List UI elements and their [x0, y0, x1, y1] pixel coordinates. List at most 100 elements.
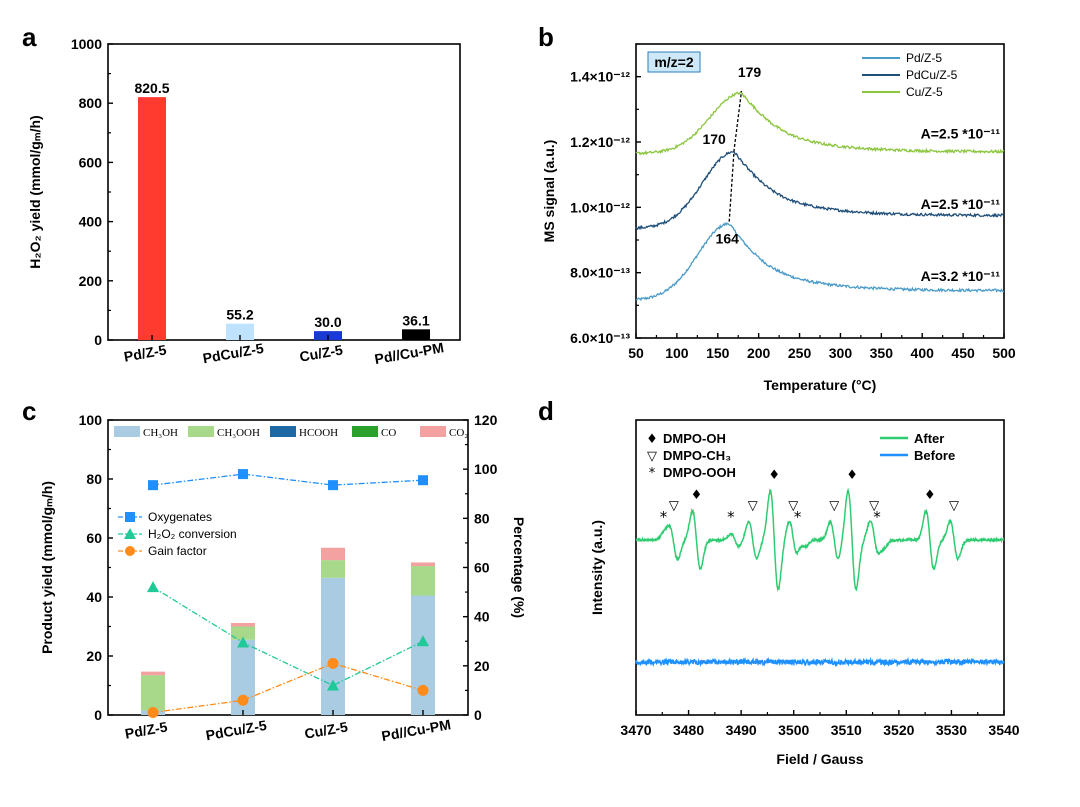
y-tick-label: 0 [94, 332, 102, 348]
y-axis-label: Intensity (a.u.) [589, 520, 605, 615]
peak-marker: ▽ [748, 498, 758, 513]
x-tick-label: 400 [911, 345, 935, 361]
x-tick-label: Pd/Z-5 [124, 718, 169, 741]
legend-label: CO [381, 427, 396, 439]
y-tick-label: 80 [86, 471, 102, 487]
y-tick-label: 60 [86, 530, 102, 546]
stacked-bar-segment [321, 560, 345, 578]
legend-swatch [420, 426, 446, 437]
stacked-bar-segment [231, 622, 255, 627]
point [147, 581, 159, 593]
y2-tick-label: 60 [474, 560, 490, 576]
y-axis-label: Product yield (mmol/gₘ/h) [39, 481, 55, 654]
y-tick-label: 1.2×10⁻¹² [570, 134, 630, 150]
peak-marker: ♦ [924, 488, 936, 503]
peak-marker: ♦ [768, 468, 780, 483]
x-tick-label: 200 [747, 345, 771, 361]
y2-tick-label: 0 [474, 707, 482, 723]
x-tick-label: 3480 [673, 722, 704, 738]
y-tick-label: 6.0×10⁻¹³ [570, 330, 630, 346]
point [417, 684, 429, 696]
bar [226, 323, 254, 340]
data-label: 30.0 [314, 314, 341, 330]
legend-label: Gain factor [148, 544, 207, 558]
panel-label-d: d [538, 396, 554, 426]
point [417, 635, 429, 647]
y2-tick-label: 120 [474, 412, 498, 428]
area-label: A=2.5 *10⁻¹¹ [921, 196, 1001, 212]
legend-symbol: ▽ [647, 449, 657, 464]
point [327, 679, 339, 691]
legend-label: Cu/Z-5 [906, 85, 943, 99]
x-tick-label: 100 [665, 345, 689, 361]
peak-marker: * [873, 508, 881, 526]
series-line [152, 586, 424, 687]
tag-label: m/z=2 [654, 54, 694, 70]
legend-marker [125, 512, 135, 522]
legend-label: Pd/Z-5 [906, 51, 942, 65]
x-tick-label: 3500 [778, 722, 809, 738]
legend-label: Before [914, 448, 955, 463]
y-tick-label: 1.4×10⁻¹² [570, 69, 630, 85]
peak-marker: ♦ [691, 488, 703, 503]
x-tick-label: 500 [992, 345, 1016, 361]
panel-label-c: c [22, 396, 36, 426]
y2-tick-label: 100 [474, 461, 498, 477]
stacked-bar-segment [411, 562, 435, 567]
bar [138, 97, 166, 340]
x-tick-label: 450 [951, 345, 975, 361]
legend-swatch [270, 426, 296, 437]
peak-marker: ▽ [949, 498, 959, 513]
legend-label: Oxygenates [148, 510, 212, 524]
x-tick-label: Cu/Z-5 [298, 341, 344, 364]
x-tick-label: 350 [870, 345, 894, 361]
y-tick-label: 40 [86, 589, 102, 605]
panel-b-frame [635, 43, 1005, 339]
y-tick-label: 1.0×10⁻¹² [570, 199, 630, 215]
panel-label-a: a [22, 22, 37, 52]
series-line-after [635, 487, 1005, 592]
data-label: 820.5 [134, 80, 169, 96]
y-tick-label: 20 [86, 648, 102, 664]
x-tick-label: 50 [628, 345, 644, 361]
series-line-before [635, 656, 1005, 668]
stacked-bar-segment [141, 675, 165, 711]
x-tick-label: 3470 [620, 722, 651, 738]
y-tick-label: 200 [79, 273, 103, 289]
peak-marker: * [727, 508, 735, 526]
data-label: 36.1 [402, 312, 429, 328]
x-tick-label: PdCu/Z-5 [204, 717, 267, 743]
point [328, 480, 338, 491]
point [327, 657, 339, 669]
y-tick-label: 600 [79, 154, 103, 170]
y-tick-label: 100 [79, 412, 103, 428]
y2-tick-label: 40 [474, 609, 490, 625]
peak-label: 179 [738, 64, 762, 80]
series-line [152, 473, 424, 486]
legend-label: After [914, 431, 944, 446]
peak-label: 164 [716, 231, 740, 247]
y-tick-label: 0 [94, 707, 102, 723]
y2-axis-label: Percentage (%) [511, 517, 527, 618]
point [147, 707, 159, 719]
data-label: 55.2 [226, 307, 253, 323]
point [238, 469, 248, 480]
x-tick-label: 3490 [726, 722, 757, 738]
series-line [635, 221, 1005, 302]
peak-marker: ▽ [788, 498, 798, 513]
stacked-bar-segment [141, 671, 165, 676]
tag-box [647, 51, 701, 73]
stacked-bar-segment [411, 566, 435, 596]
peak-marker: ▽ [829, 498, 839, 513]
legend-symbol: ♦ [646, 432, 658, 447]
stacked-bar-segment [321, 577, 345, 715]
legend-swatch [188, 426, 214, 437]
x-tick-label: 3530 [936, 722, 967, 738]
series-line [635, 91, 1005, 156]
stacked-bar-segment [411, 595, 435, 715]
stacked-bar-segment [321, 547, 345, 561]
legend-label: DMPO-OH [663, 431, 726, 446]
y-tick-label: 8.0×10⁻¹³ [570, 265, 630, 281]
bar [402, 329, 430, 340]
legend-label: PdCu/Z-5 [906, 68, 958, 82]
